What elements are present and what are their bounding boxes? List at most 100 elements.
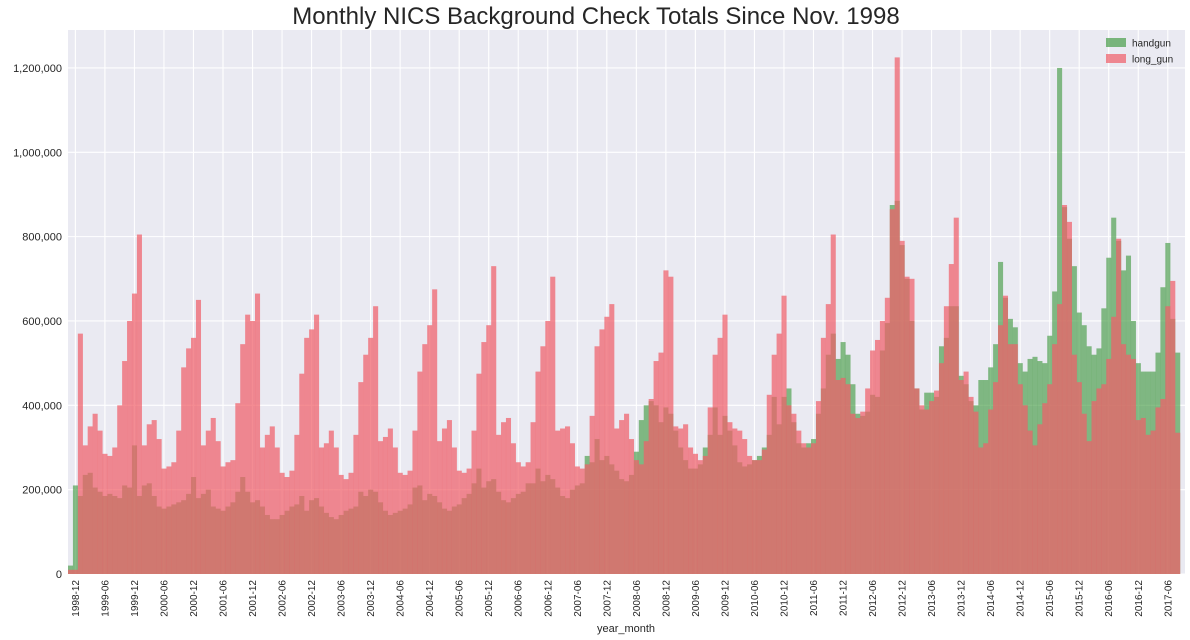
bar-long-gun-2014-12 xyxy=(1017,384,1023,574)
bar-long-gun-2011-07 xyxy=(815,401,822,574)
bar-long-gun-2016-02 xyxy=(1086,441,1092,574)
x-tick-label: 2013-06 xyxy=(927,580,938,617)
bar-long-gun-2003-02 xyxy=(318,447,325,574)
bar-long-gun-2006-01 xyxy=(491,266,497,574)
legend-swatch-long-gun xyxy=(1106,54,1126,63)
y-tick-label: 200,000 xyxy=(22,485,62,497)
bar-long-gun-2004-09 xyxy=(412,430,418,574)
bar-long-gun-2005-05 xyxy=(451,447,457,574)
bar-long-gun-2016-08 xyxy=(1116,238,1122,574)
bar-long-gun-2001-04 xyxy=(210,417,216,574)
bar-long-gun-2002-12 xyxy=(309,329,315,574)
bar-long-gun-2017-05 xyxy=(1160,398,1166,574)
bar-long-gun-2013-06 xyxy=(929,401,935,574)
bar-long-gun-1999-06 xyxy=(102,453,108,574)
bar-long-gun-2003-06 xyxy=(338,474,344,574)
bar-long-gun-2015-09 xyxy=(1061,205,1068,574)
bar-long-gun-2001-11 xyxy=(245,314,251,574)
x-tick-label: 2012-12 xyxy=(898,580,909,617)
bar-long-gun-2005-02 xyxy=(437,441,443,574)
bar-long-gun-2005-04 xyxy=(446,420,452,574)
bar-long-gun-2007-10 xyxy=(594,346,600,574)
x-tick-label: 2014-12 xyxy=(1016,580,1027,617)
bar-long-gun-2011-02 xyxy=(791,413,797,574)
legend-swatch-handgun xyxy=(1106,38,1126,47)
bar-long-gun-2010-03 xyxy=(737,430,743,574)
bar-long-gun-2001-09 xyxy=(235,403,241,574)
legend-label-handgun: handgun xyxy=(1132,39,1171,50)
bar-long-gun-2012-03 xyxy=(855,417,861,574)
bar-long-gun-2004-03 xyxy=(382,436,388,574)
bar-long-gun-2003-07 xyxy=(343,479,349,574)
bar-long-gun-2000-03 xyxy=(146,424,152,574)
x-tick-label: 2007-12 xyxy=(602,580,613,617)
x-tick-label: 2014-06 xyxy=(986,580,997,617)
bar-long-gun-2006-12 xyxy=(545,320,551,574)
bar-long-gun-2016-06 xyxy=(1106,358,1112,574)
x-tick-label: 2009-06 xyxy=(691,580,702,617)
bar-long-gun-2002-09 xyxy=(294,434,300,574)
bar-long-gun-2004-06 xyxy=(397,472,403,574)
bar-long-gun-1999-11 xyxy=(127,320,133,574)
bar-long-gun-2005-08 xyxy=(466,468,472,574)
bar-long-gun-2000-05 xyxy=(156,439,162,574)
bar-long-gun-2012-05 xyxy=(865,388,871,574)
bar-long-gun-2010-04 xyxy=(742,439,748,574)
bar-long-gun-2014-05 xyxy=(983,443,989,574)
bar-long-gun-2006-06 xyxy=(515,462,521,574)
x-tick-label: 2004-12 xyxy=(425,580,436,617)
bar-long-gun-2013-03 xyxy=(914,388,920,574)
bar-long-gun-2009-09 xyxy=(707,407,713,574)
bar-long-gun-2008-05 xyxy=(628,439,635,574)
bar-long-gun-2003-01 xyxy=(314,314,320,574)
bar-long-gun-2005-10 xyxy=(476,373,482,574)
bar-long-gun-2004-02 xyxy=(378,441,384,574)
bar-long-gun-2010-02 xyxy=(732,428,738,574)
bar-long-gun-2013-11 xyxy=(953,217,959,574)
bar-long-gun-2008-03 xyxy=(619,420,625,574)
series-long-gun xyxy=(68,57,1181,575)
bar-long-gun-2010-11 xyxy=(776,333,782,574)
bar-long-gun-2017-06 xyxy=(1165,306,1171,574)
x-tick-label: 1998-12 xyxy=(71,580,82,617)
chart-title: Monthly NICS Background Check Totals Sin… xyxy=(292,3,899,30)
bar-long-gun-2012-01 xyxy=(845,384,851,574)
x-tick-label: 2012-06 xyxy=(868,580,879,617)
x-tick-label: 2005-06 xyxy=(455,580,466,617)
bar-long-gun-2013-10 xyxy=(948,264,954,574)
bar-long-gun-2013-08 xyxy=(938,363,945,574)
bar-long-gun-2008-04 xyxy=(624,413,630,574)
bar-long-gun-2002-06 xyxy=(279,472,285,574)
bar-long-gun-2016-03 xyxy=(1091,401,1097,574)
bar-long-gun-2004-05 xyxy=(392,447,398,574)
bar-long-gun-2016-04 xyxy=(1096,388,1102,574)
bar-long-gun-2009-05 xyxy=(688,447,694,574)
bar-long-gun-2001-05 xyxy=(215,441,221,574)
bar-long-gun-2014-01 xyxy=(963,371,969,574)
bar-long-gun-2013-09 xyxy=(943,306,949,574)
x-tick-label: 2003-06 xyxy=(337,580,348,617)
bar-long-gun-2005-01 xyxy=(432,289,438,574)
bar-long-gun-2008-11 xyxy=(658,352,664,574)
bar-long-gun-2009-02 xyxy=(673,426,679,574)
bar-long-gun-2005-06 xyxy=(456,470,462,574)
bar-long-gun-2012-07 xyxy=(874,339,881,574)
bar-long-gun-2001-03 xyxy=(205,430,211,574)
bar-long-gun-2015-05 xyxy=(1042,403,1048,574)
bar-long-gun-2000-01 xyxy=(136,234,142,574)
bar-long-gun-2007-05 xyxy=(569,443,575,574)
x-tick-label: 2011-12 xyxy=(839,580,850,616)
bar-long-gun-2011-08 xyxy=(820,337,826,574)
bar-long-gun-2001-07 xyxy=(225,462,231,574)
bar-long-gun-1998-12 xyxy=(72,569,78,574)
bar-long-gun-2006-05 xyxy=(510,443,516,574)
x-tick-label: 2016-06 xyxy=(1104,580,1115,617)
x-tick-label: 2001-06 xyxy=(219,580,230,617)
bar-long-gun-2010-05 xyxy=(747,455,753,574)
bar-long-gun-2015-04 xyxy=(1037,424,1043,574)
bar-long-gun-2015-08 xyxy=(1057,304,1063,574)
bar-long-gun-2007-07 xyxy=(579,468,585,574)
bar-long-gun-2016-12 xyxy=(1135,420,1141,574)
bar-long-gun-1999-07 xyxy=(107,455,113,574)
